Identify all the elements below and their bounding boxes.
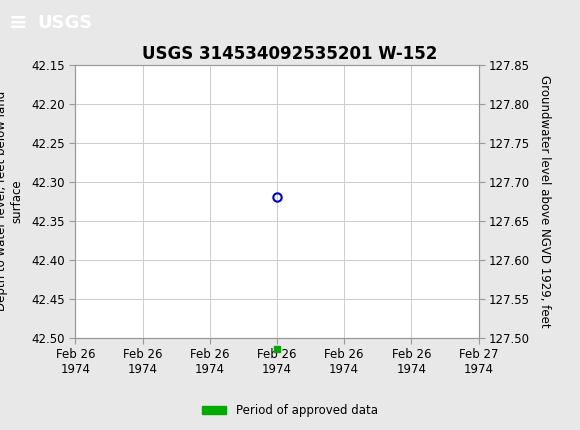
Legend: Period of approved data: Period of approved data: [198, 399, 382, 422]
Text: USGS 314534092535201 W-152: USGS 314534092535201 W-152: [142, 45, 438, 63]
Y-axis label: Groundwater level above NGVD 1929, feet: Groundwater level above NGVD 1929, feet: [538, 75, 552, 327]
Text: ≡: ≡: [9, 13, 27, 34]
Text: USGS: USGS: [38, 15, 93, 33]
Y-axis label: Depth to water level, feet below land
surface: Depth to water level, feet below land su…: [0, 91, 23, 311]
